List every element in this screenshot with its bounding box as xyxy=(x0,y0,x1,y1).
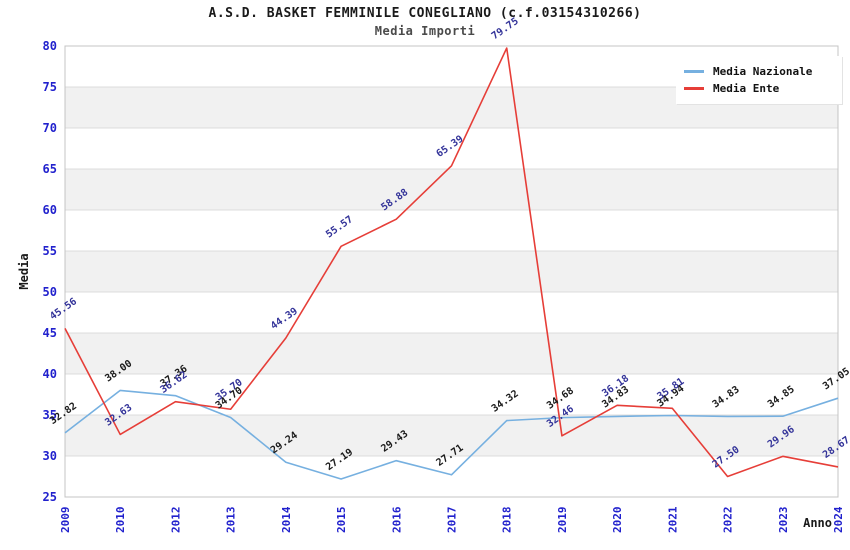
x-tick-label: 2021 xyxy=(666,506,679,533)
y-tick-label: 60 xyxy=(43,203,57,217)
y-tick-label: 50 xyxy=(43,285,57,299)
x-tick-label: 2016 xyxy=(390,506,403,533)
plot-band xyxy=(65,169,838,210)
data-label-ente: 45.56 xyxy=(48,296,79,322)
y-tick-label: 40 xyxy=(43,367,57,381)
y-tick-label: 35 xyxy=(43,408,57,422)
legend-label: Media Ente xyxy=(713,82,780,95)
x-tick-label: 2019 xyxy=(556,507,569,534)
plot-band xyxy=(65,251,838,292)
legend-label: Media Nazionale xyxy=(713,65,813,78)
plot-band xyxy=(65,333,838,374)
x-tick-label: 2009 xyxy=(59,507,72,534)
x-tick-label: 2014 xyxy=(280,506,293,533)
x-tick-label: 2015 xyxy=(335,507,348,534)
ente-line-swatch-icon xyxy=(684,87,704,90)
data-label-nazionale: 34.32 xyxy=(490,388,521,414)
nazionale-line-swatch-icon xyxy=(684,70,704,73)
y-tick-label: 30 xyxy=(43,449,57,463)
y-tick-label: 25 xyxy=(43,490,57,504)
y-tick-label: 45 xyxy=(43,326,57,340)
legend: Media Nazionale Media Ente xyxy=(676,56,842,104)
plot-border xyxy=(64,45,839,498)
x-tick-label: 2012 xyxy=(169,507,182,534)
data-label-ente: 44.39 xyxy=(269,306,300,332)
x-tick-label: 2022 xyxy=(722,507,735,534)
data-label-ente: 55.57 xyxy=(324,214,355,240)
y-tick-label: 65 xyxy=(43,162,57,176)
y-tick-label: 55 xyxy=(43,244,57,258)
x-tick-label: 2017 xyxy=(446,507,459,534)
y-axis-title: Media xyxy=(17,253,31,289)
x-axis-title: Anno xyxy=(803,516,832,530)
legend-item-ente: Media Ente xyxy=(684,80,834,97)
y-tick-label: 70 xyxy=(43,121,57,135)
nazionale-line xyxy=(64,389,839,480)
chart-title: A.S.D. BASKET FEMMINILE CONEGLIANO (c.f.… xyxy=(208,6,642,21)
data-label-nazionale: 34.83 xyxy=(711,384,742,410)
x-tick-label: 2010 xyxy=(114,507,127,534)
x-tick-label: 2018 xyxy=(501,507,514,534)
ente-line xyxy=(64,47,839,478)
x-tick-label: 2024 xyxy=(832,506,845,533)
plot-band xyxy=(65,415,838,456)
x-tick-label: 2023 xyxy=(777,507,790,534)
legend-item-nazionale: Media Nazionale xyxy=(684,63,834,80)
chart-subtitle: Media Importi xyxy=(374,24,476,38)
x-tick-label: 2013 xyxy=(225,507,238,534)
y-tick-label: 75 xyxy=(43,80,57,94)
x-tick-label: 2020 xyxy=(611,507,624,534)
data-label-nazionale: 34.85 xyxy=(766,384,797,410)
y-tick-label: 80 xyxy=(43,39,57,53)
